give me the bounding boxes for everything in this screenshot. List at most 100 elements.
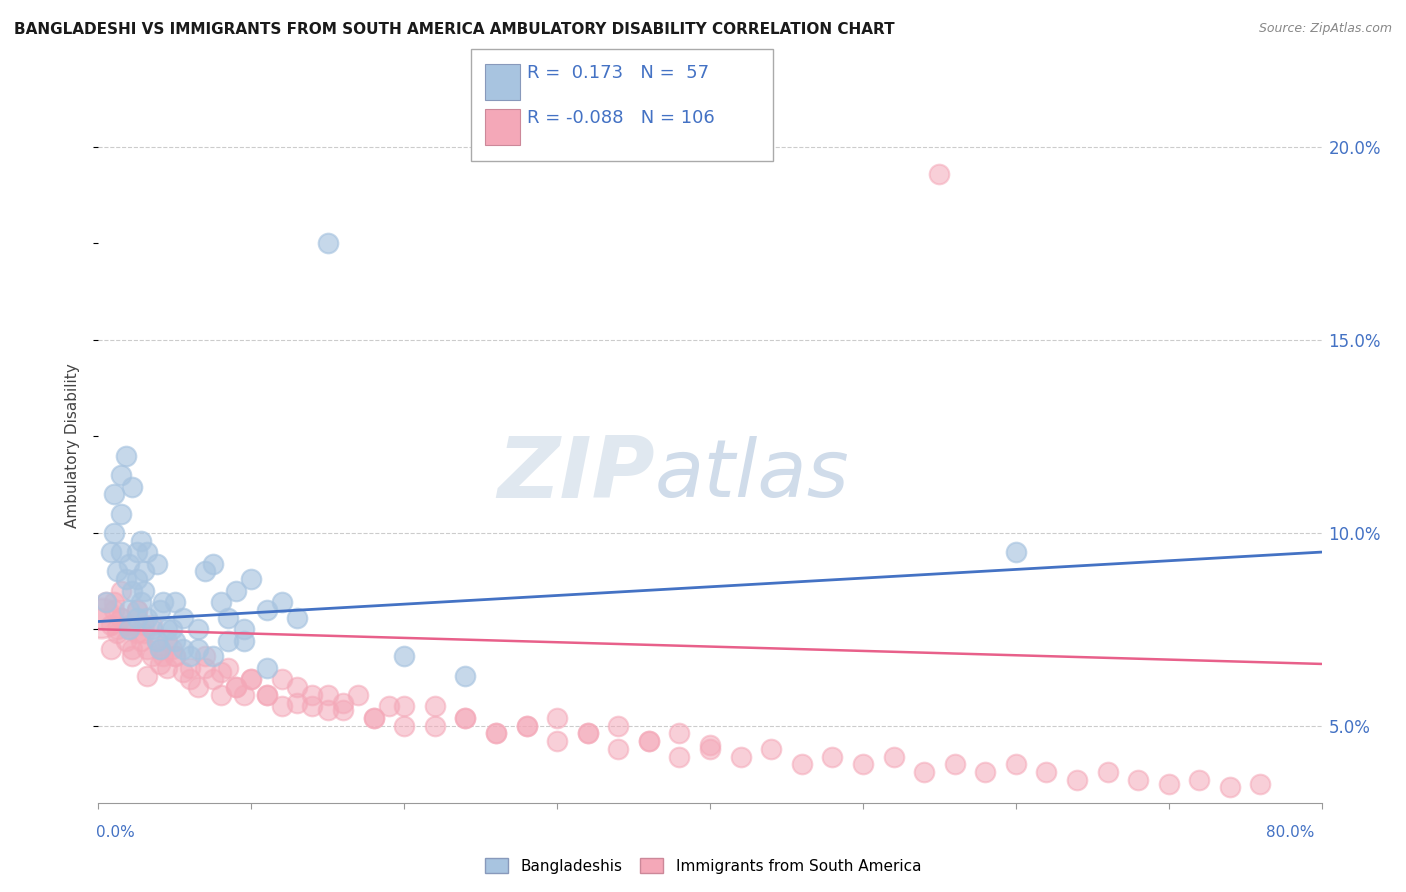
Point: [125, 610, 148, 624]
Point: [332, 696, 354, 710]
Point: [125, 626, 148, 640]
Point: [1004, 545, 1026, 559]
Point: [125, 572, 148, 586]
Point: [118, 603, 141, 617]
Point: [179, 673, 201, 687]
Point: [516, 719, 538, 733]
Point: [699, 741, 721, 756]
Point: [392, 719, 416, 733]
Point: [1188, 772, 1211, 787]
Point: [316, 703, 339, 717]
Point: [105, 622, 128, 636]
Text: 0.0%: 0.0%: [96, 825, 135, 840]
Point: [125, 545, 148, 559]
Point: [217, 610, 239, 624]
Point: [163, 633, 186, 648]
Point: [118, 618, 141, 632]
Point: [316, 688, 339, 702]
Point: [110, 610, 132, 624]
Point: [301, 699, 323, 714]
Point: [1004, 757, 1026, 772]
Point: [516, 719, 538, 733]
Point: [172, 610, 194, 624]
Point: [105, 626, 128, 640]
Point: [225, 583, 247, 598]
Point: [141, 622, 163, 636]
Point: [115, 633, 138, 648]
Point: [485, 726, 508, 740]
Point: [270, 595, 292, 609]
Point: [423, 699, 446, 714]
Point: [225, 680, 247, 694]
Point: [1128, 772, 1150, 787]
Point: [118, 622, 141, 636]
Point: [118, 622, 141, 636]
Point: [232, 622, 254, 636]
Point: [163, 649, 186, 664]
Point: [110, 507, 132, 521]
Point: [301, 688, 323, 702]
Point: [423, 719, 446, 733]
Point: [378, 699, 401, 714]
Point: [546, 734, 568, 748]
Point: [179, 649, 201, 664]
Point: [454, 668, 477, 682]
Point: [699, 738, 721, 752]
Point: [217, 661, 239, 675]
Text: BANGLADESHI VS IMMIGRANTS FROM SOUTH AMERICA AMBULATORY DISABILITY CORRELATION C: BANGLADESHI VS IMMIGRANTS FROM SOUTH AME…: [14, 22, 894, 37]
Point: [270, 673, 292, 687]
Text: ZIP: ZIP: [498, 433, 655, 516]
Point: [110, 545, 132, 559]
Point: [145, 557, 167, 571]
Point: [790, 757, 813, 772]
Point: [149, 641, 172, 656]
Point: [637, 734, 661, 748]
Point: [1097, 764, 1119, 779]
Point: [883, 749, 905, 764]
Point: [270, 699, 292, 714]
Point: [94, 595, 117, 609]
Point: [103, 603, 125, 617]
Point: [347, 688, 370, 702]
Point: [392, 649, 416, 664]
Point: [225, 680, 247, 694]
Point: [187, 622, 209, 636]
Point: [759, 741, 782, 756]
Point: [194, 661, 217, 675]
Point: [852, 757, 875, 772]
Point: [141, 649, 163, 664]
Point: [125, 603, 148, 617]
Point: [134, 583, 156, 598]
Point: [232, 688, 254, 702]
Point: [332, 703, 354, 717]
Point: [285, 680, 308, 694]
Point: [637, 734, 661, 748]
Point: [194, 649, 217, 664]
Text: Source: ZipAtlas.com: Source: ZipAtlas.com: [1258, 22, 1392, 36]
Point: [576, 726, 599, 740]
Point: [118, 557, 141, 571]
Point: [1157, 776, 1180, 790]
Point: [202, 557, 225, 571]
Point: [156, 661, 179, 675]
Point: [209, 665, 232, 679]
Point: [1035, 764, 1057, 779]
Point: [1249, 776, 1271, 790]
Point: [121, 583, 143, 598]
Point: [454, 711, 477, 725]
Point: [187, 680, 209, 694]
Point: [136, 610, 159, 624]
Point: [172, 665, 194, 679]
Point: [240, 572, 263, 586]
Point: [316, 236, 339, 251]
Point: [163, 595, 186, 609]
Point: [121, 641, 143, 656]
Point: [121, 479, 143, 493]
Point: [149, 657, 172, 671]
Point: [202, 673, 225, 687]
Point: [103, 525, 125, 540]
Text: atlas: atlas: [655, 435, 849, 514]
Point: [115, 449, 138, 463]
Point: [125, 603, 148, 617]
Text: R =  0.173   N =  57: R = 0.173 N = 57: [527, 64, 710, 82]
